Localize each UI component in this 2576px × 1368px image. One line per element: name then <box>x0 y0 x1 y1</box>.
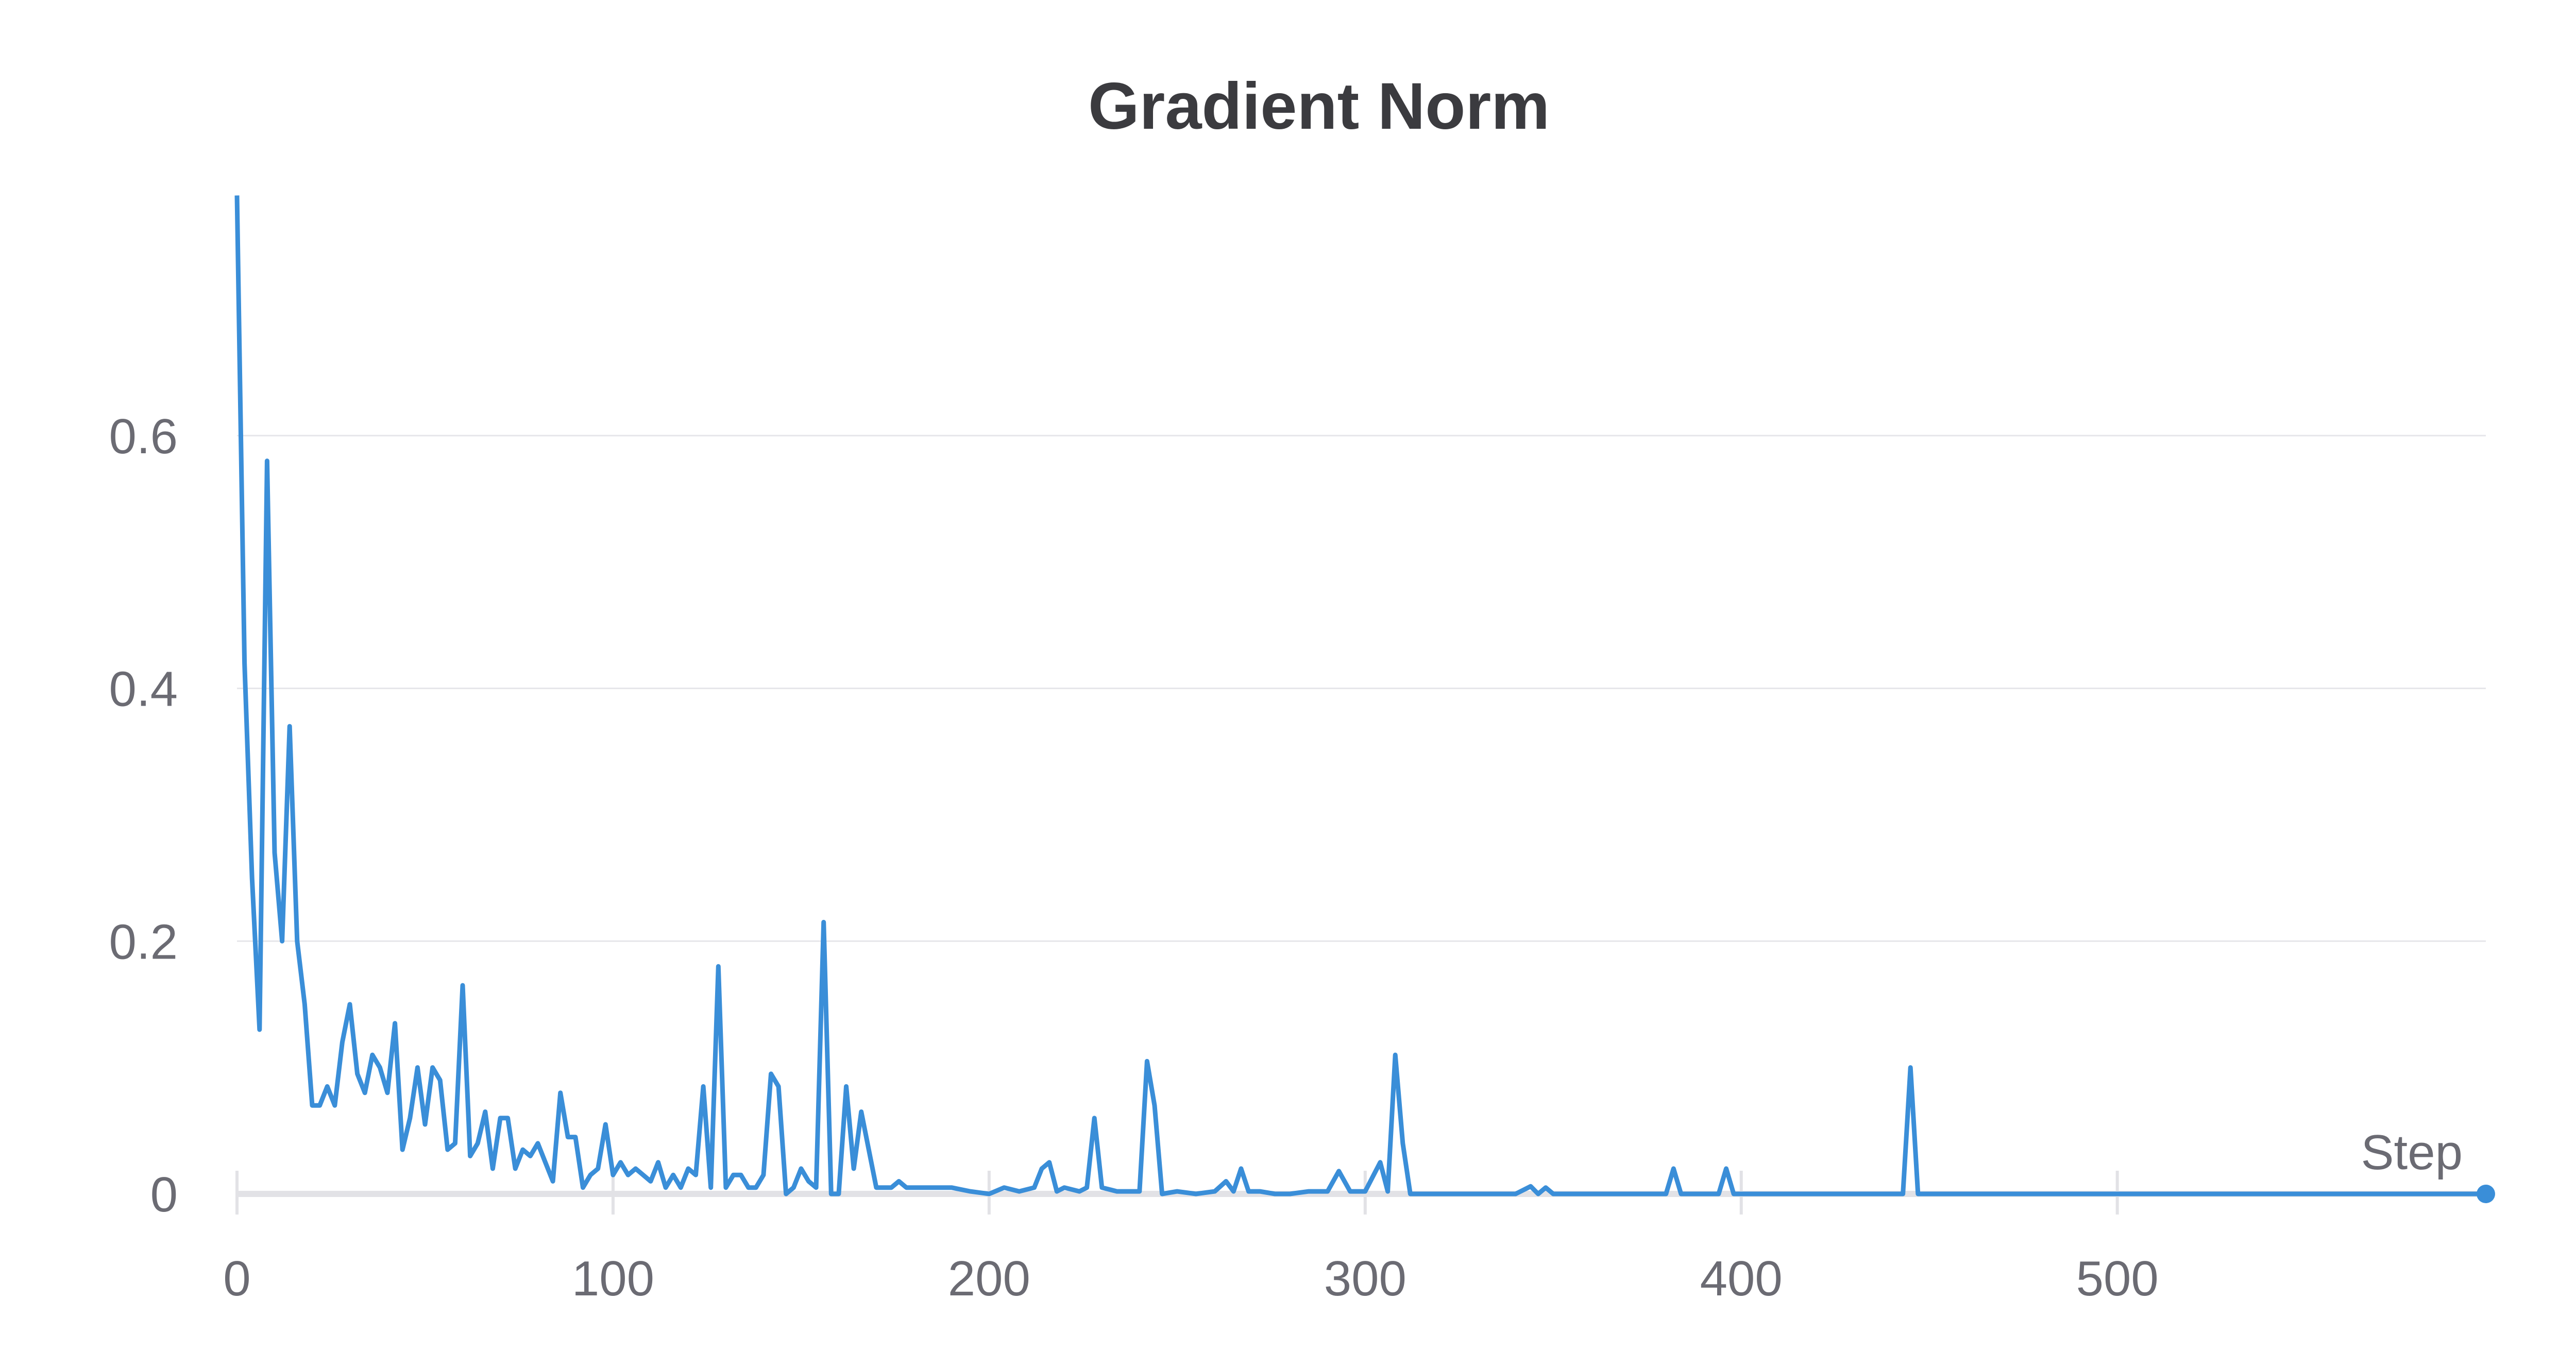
x-axis-end-handle[interactable] <box>2477 1185 2495 1203</box>
y-tick-label: 0.4 <box>109 662 178 717</box>
x-tick-label: 500 <box>2076 1251 2159 1306</box>
y-tick-label: 0.2 <box>109 914 178 969</box>
x-tick-label: 300 <box>1324 1251 1406 1306</box>
x-tick-label: 100 <box>572 1251 654 1306</box>
x-axis-ticks: 0 100 200 300 400 500 <box>223 1171 2159 1306</box>
x-axis-label: Step <box>2361 1125 2463 1180</box>
x-tick-label: 200 <box>948 1251 1030 1306</box>
x-tick-label: 400 <box>1700 1251 1783 1306</box>
y-tick-label: 0.6 <box>109 409 178 464</box>
x-tick-label: 0 <box>223 1251 250 1306</box>
gridlines <box>237 435 2486 942</box>
y-axis-ticks: 0 0.2 0.4 0.6 <box>109 409 178 1222</box>
series-line <box>234 195 2486 1196</box>
y-tick-label: 0 <box>150 1167 178 1222</box>
chart-title: Gradient Norm <box>1088 70 1550 143</box>
